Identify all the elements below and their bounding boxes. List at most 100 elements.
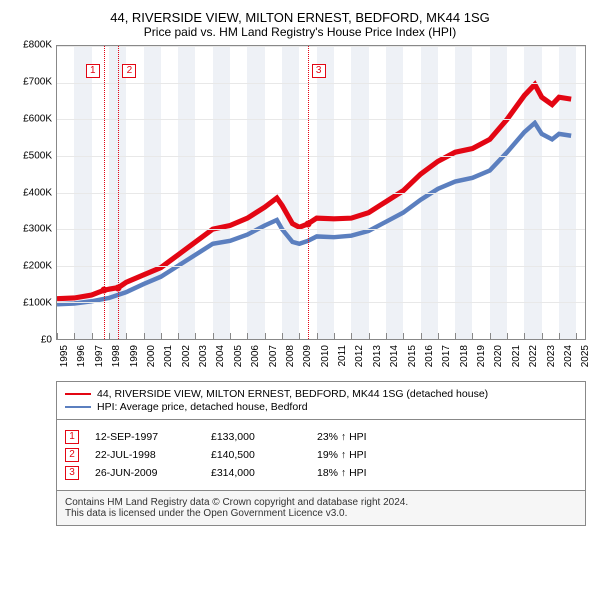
marker-line xyxy=(118,46,119,339)
x-tick xyxy=(195,333,196,339)
event-badge: 1 xyxy=(65,430,79,444)
y-tick-label: £200K xyxy=(23,261,52,272)
marker-badge: 3 xyxy=(312,64,326,78)
x-tick xyxy=(213,333,214,339)
plot-area: 123 xyxy=(56,45,586,340)
event-badge: 3 xyxy=(65,466,79,480)
x-tick xyxy=(74,333,75,339)
legend-swatch xyxy=(65,393,91,395)
x-tick xyxy=(369,333,370,339)
footer-line: This data is licensed under the Open Gov… xyxy=(65,508,577,519)
x-tick xyxy=(247,333,248,339)
x-tick-label: 2010 xyxy=(320,345,331,367)
x-tick-label: 2000 xyxy=(146,345,157,367)
legend-label: 44, RIVERSIDE VIEW, MILTON ERNEST, BEDFO… xyxy=(97,388,488,400)
title-block: 44, RIVERSIDE VIEW, MILTON ERNEST, BEDFO… xyxy=(14,10,586,39)
x-tick-label: 2012 xyxy=(354,345,365,367)
y-tick-label: £300K xyxy=(23,224,52,235)
x-tick xyxy=(299,333,300,339)
x-tick xyxy=(576,333,577,339)
x-tick xyxy=(421,333,422,339)
x-tick xyxy=(472,333,473,339)
x-tick-label: 2009 xyxy=(302,345,313,367)
x-tick-label: 2004 xyxy=(215,345,226,367)
event-delta: 19% ↑ HPI xyxy=(317,449,577,461)
x-tick xyxy=(144,333,145,339)
legend-label: HPI: Average price, detached house, Bedf… xyxy=(97,401,308,413)
x-tick xyxy=(490,333,491,339)
x-tick xyxy=(57,333,58,339)
x-tick-label: 1999 xyxy=(129,345,140,367)
x-tick-label: 1997 xyxy=(94,345,105,367)
x-tick-label: 2022 xyxy=(528,345,539,367)
x-tick-label: 2001 xyxy=(163,345,174,367)
x-tick-label: 2015 xyxy=(407,345,418,367)
x-tick-label: 1996 xyxy=(76,345,87,367)
y-gridline xyxy=(57,193,585,194)
y-tick-label: £800K xyxy=(23,40,52,51)
marker-line xyxy=(104,46,105,339)
y-gridline xyxy=(57,266,585,267)
event-price: £314,000 xyxy=(211,467,311,479)
chart-title: 44, RIVERSIDE VIEW, MILTON ERNEST, BEDFO… xyxy=(14,10,586,25)
y-gridline xyxy=(57,46,585,47)
x-tick-label: 2020 xyxy=(493,345,504,367)
x-tick xyxy=(524,333,525,339)
marker-dot xyxy=(115,284,122,291)
y-tick-label: £0 xyxy=(41,335,52,346)
x-tick-label: 2016 xyxy=(424,345,435,367)
chart-container: 44, RIVERSIDE VIEW, MILTON ERNEST, BEDFO… xyxy=(0,0,600,534)
x-tick-label: 2024 xyxy=(563,345,574,367)
x-tick-label: 2008 xyxy=(285,345,296,367)
y-tick-label: £500K xyxy=(23,150,52,161)
x-tick-label: 2002 xyxy=(181,345,192,367)
x-tick xyxy=(265,333,266,339)
chart-box: 123 £0£100K£200K£300K£400K£500K£600K£700… xyxy=(56,45,586,375)
events-box: 1 12-SEP-1997 £133,000 23% ↑ HPI 222-JUL-199… xyxy=(56,420,586,491)
event-row: 222-JUL-1998£140,50019% ↑ HPI xyxy=(65,448,577,462)
x-tick-label: 2014 xyxy=(389,345,400,367)
marker-badge: 1 xyxy=(86,64,100,78)
event-delta: 18% ↑ HPI xyxy=(317,467,577,479)
y-tick-label: £600K xyxy=(23,113,52,124)
x-tick-label: 1998 xyxy=(111,345,122,367)
x-tick xyxy=(351,333,352,339)
y-gridline xyxy=(57,302,585,303)
event-badge: 2 xyxy=(65,448,79,462)
x-tick xyxy=(109,333,110,339)
x-tick-label: 2025 xyxy=(580,345,591,367)
y-gridline xyxy=(57,229,585,230)
x-tick xyxy=(178,333,179,339)
event-price: £133,000 xyxy=(211,431,311,443)
x-tick xyxy=(507,333,508,339)
x-tick-label: 2005 xyxy=(233,345,244,367)
x-tick-label: 2023 xyxy=(546,345,557,367)
y-tick-label: £700K xyxy=(23,76,52,87)
marker-dot xyxy=(100,287,107,294)
legend-row: 44, RIVERSIDE VIEW, MILTON ERNEST, BEDFO… xyxy=(65,388,577,400)
x-tick xyxy=(282,333,283,339)
event-row: 1 12-SEP-1997 £133,000 23% ↑ HPI xyxy=(65,430,577,444)
marker-dot xyxy=(304,220,311,227)
x-tick-label: 2018 xyxy=(459,345,470,367)
x-tick xyxy=(334,333,335,339)
footer-line: Contains HM Land Registry data © Crown c… xyxy=(65,497,577,508)
y-gridline xyxy=(57,119,585,120)
x-tick xyxy=(386,333,387,339)
x-tick xyxy=(455,333,456,339)
x-tick-label: 2017 xyxy=(441,345,452,367)
x-tick-label: 2019 xyxy=(476,345,487,367)
y-tick-label: £400K xyxy=(23,187,52,198)
x-tick-label: 2013 xyxy=(372,345,383,367)
x-tick-label: 1995 xyxy=(59,345,70,367)
event-delta: 23% ↑ HPI xyxy=(317,431,577,443)
x-tick xyxy=(403,333,404,339)
event-date: 12-SEP-1997 xyxy=(95,431,205,443)
event-row: 326-JUN-2009£314,00018% ↑ HPI xyxy=(65,466,577,480)
legend-box: 44, RIVERSIDE VIEW, MILTON ERNEST, BEDFO… xyxy=(56,381,586,420)
x-tick xyxy=(438,333,439,339)
x-tick xyxy=(126,333,127,339)
x-tick xyxy=(317,333,318,339)
chart-subtitle: Price paid vs. HM Land Registry's House … xyxy=(14,25,586,39)
footer-box: Contains HM Land Registry data © Crown c… xyxy=(56,491,586,526)
